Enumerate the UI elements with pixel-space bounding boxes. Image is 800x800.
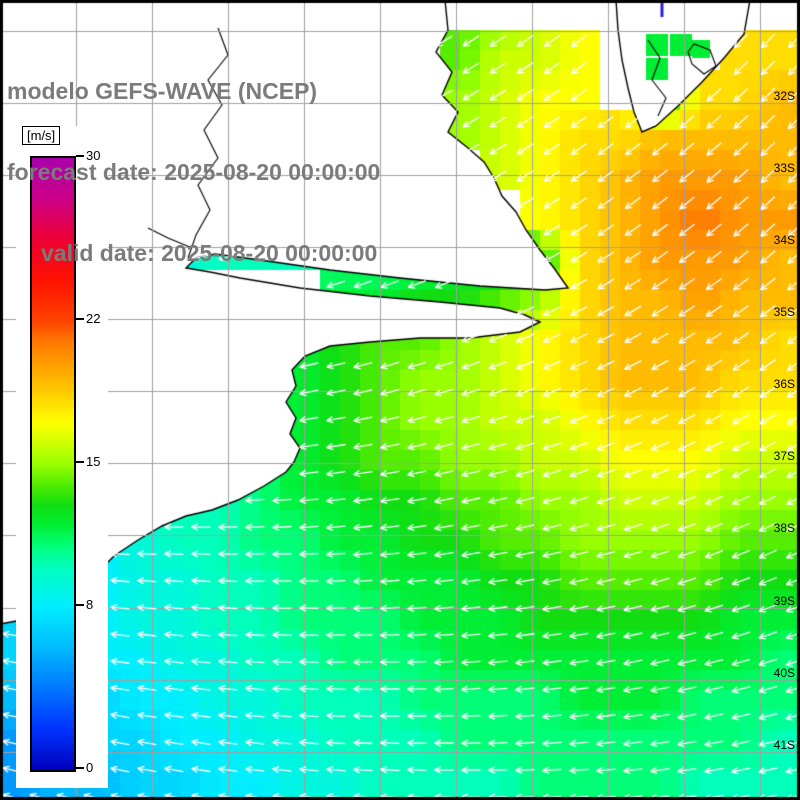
colorbar-tickmark-8 [76, 603, 84, 606]
lat-label-35S: 35S [773, 305, 795, 319]
model-title: modelo GEFS-WAVE (NCEP) [7, 78, 318, 104]
colorbar-tick-30: 30 [86, 148, 101, 163]
lat-label-39S: 39S [773, 594, 795, 608]
lat-label-36S: 36S [773, 377, 795, 391]
colorbar-tickmark-30 [76, 155, 84, 157]
colorbar-tick-22: 22 [86, 311, 101, 327]
valid-date-line: valid date: 2025-08-20 00:00:00 [41, 240, 378, 266]
map-titles: modelo GEFS-WAVE (NCEP) forecast date: 2… [7, 24, 380, 321]
colorbar-gradient [30, 156, 76, 772]
lat-label-38S: 38S [773, 521, 795, 535]
lat-label-41S: 41S [773, 738, 795, 752]
colorbar-tick-15: 15 [86, 454, 101, 469]
colorbar-unit-label: [m/s] [22, 126, 61, 145]
colorbar-tickmark-0 [76, 767, 84, 769]
lat-label-40S: 40S [773, 666, 795, 680]
lat-label-34S: 34S [773, 233, 795, 247]
colorbar-tick-0: 0 [86, 760, 94, 775]
colorbar-tickmark-22 [76, 318, 84, 321]
forecast-date-line: forecast date: 2025-08-20 00:00:00 [7, 159, 381, 185]
lat-label-37S: 37S [773, 449, 795, 463]
colorbar: [m/s] 30 22 15 8 0 [16, 126, 108, 788]
lat-label-32S: 32S [773, 89, 795, 103]
lat-label-33S: 33S [773, 161, 795, 175]
colorbar-tick-8: 8 [86, 596, 94, 612]
colorbar-tickmark-15 [76, 461, 84, 463]
